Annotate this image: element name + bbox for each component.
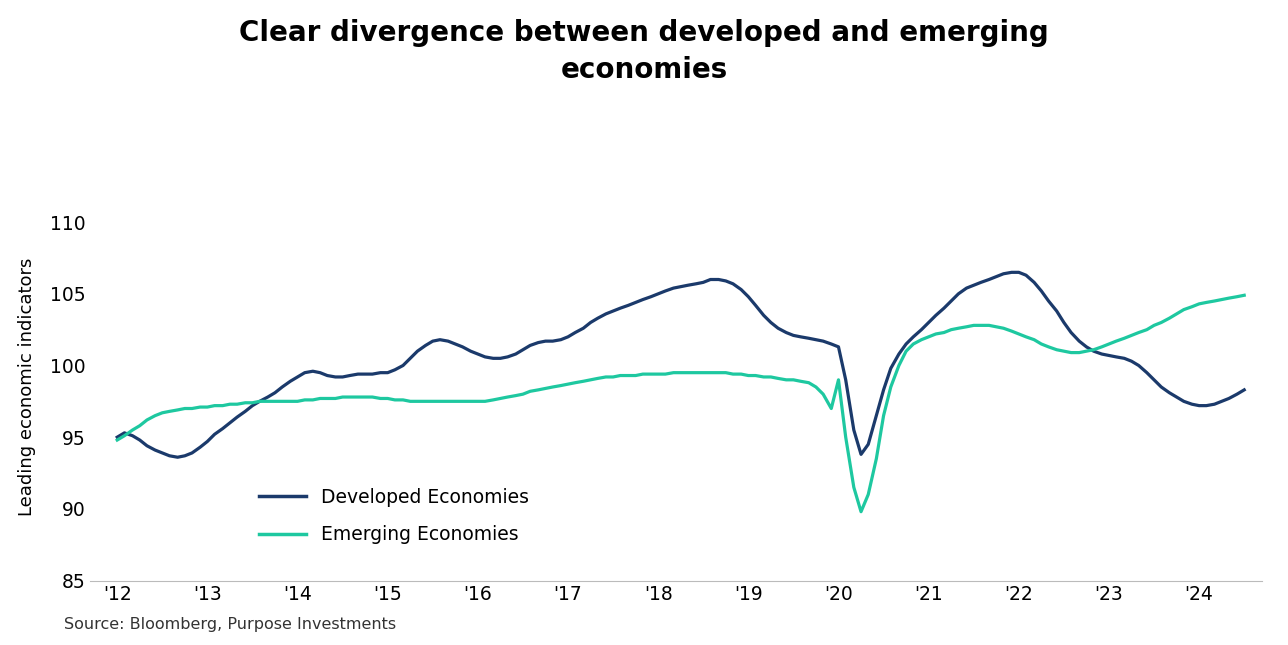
Text: Source: Bloomberg, Purpose Investments: Source: Bloomberg, Purpose Investments (64, 617, 397, 632)
Line: Developed Economies: Developed Economies (117, 272, 1244, 457)
Developed Economies (905, 333, 921, 341)
Developed Economies (170, 453, 185, 461)
Emerging Economies (658, 370, 674, 378)
Developed Economies (515, 346, 531, 353)
Emerging Economies (109, 436, 125, 444)
Legend: Developed Economies, Emerging Economies: Developed Economies, Emerging Economies (252, 480, 537, 551)
Emerging Economies (823, 404, 838, 412)
Developed Economies (1229, 390, 1244, 398)
Developed Economies (1236, 386, 1252, 393)
Emerging Economies (1236, 292, 1252, 299)
Developed Economies (109, 433, 125, 441)
Text: Clear divergence between developed and emerging
economies: Clear divergence between developed and e… (240, 19, 1048, 84)
Developed Economies (801, 334, 817, 342)
Emerging Economies (793, 377, 809, 385)
Emerging Economies (854, 508, 869, 515)
Emerging Economies (507, 392, 523, 399)
Emerging Economies (1221, 294, 1236, 302)
Developed Economies (666, 284, 681, 292)
Line: Emerging Economies: Emerging Economies (117, 295, 1244, 511)
Emerging Economies (905, 340, 921, 348)
Developed Economies (831, 343, 846, 351)
Developed Economies (1003, 268, 1019, 276)
Y-axis label: Leading economic indicators: Leading economic indicators (18, 258, 36, 516)
